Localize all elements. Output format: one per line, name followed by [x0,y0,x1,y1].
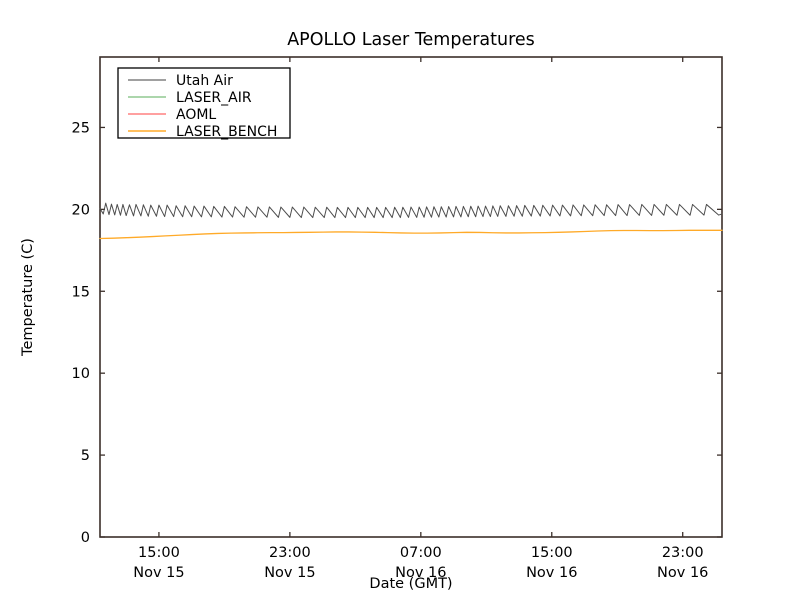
legend-label: AOML [176,107,216,123]
x-tick-label-time: 23:00 [662,545,704,561]
x-tick-label-time: 07:00 [400,545,442,561]
x-tick-label-time: 15:00 [531,545,573,561]
y-axis-label: Temperature (C) [20,238,36,357]
legend-label: Utah Air [176,73,233,89]
y-tick-label: 15 [72,284,90,300]
axes-frame [99,56,723,538]
series-line-utah-air [99,202,723,219]
y-tick-label: 25 [72,120,90,136]
x-tick-label-date: Nov 16 [657,565,708,581]
x-tick-label-time: 15:00 [138,545,180,561]
x-axis-label: Date (GMT) [369,576,452,592]
legend-label: LASER_AIR [176,90,252,106]
legend-label: LASER_BENCH [176,124,277,140]
y-tick-label: 10 [72,366,90,382]
x-tick-label-date: Nov 16 [395,565,446,581]
data-series-group [99,202,723,240]
y-tick-label: 5 [81,448,90,464]
y-axis-ticks: 0 5 10 15 20 25 [72,120,722,546]
x-tick-label-date: Nov 15 [264,565,315,581]
x-tick-label-date: Nov 15 [133,565,184,581]
y-tick-label: 20 [72,202,90,218]
x-axis-ticks: 15:00 Nov 15 23:00 Nov 15 07:00 Nov 16 15:00 No… [133,57,708,581]
x-tick-label-date: Nov 16 [526,565,577,581]
x-tick-label-time: 23:00 [269,545,311,561]
chart-title: APOLLO Laser Temperatures [287,30,535,50]
series-line-laser-bench [99,229,723,240]
y-tick-label: 0 [81,530,90,546]
